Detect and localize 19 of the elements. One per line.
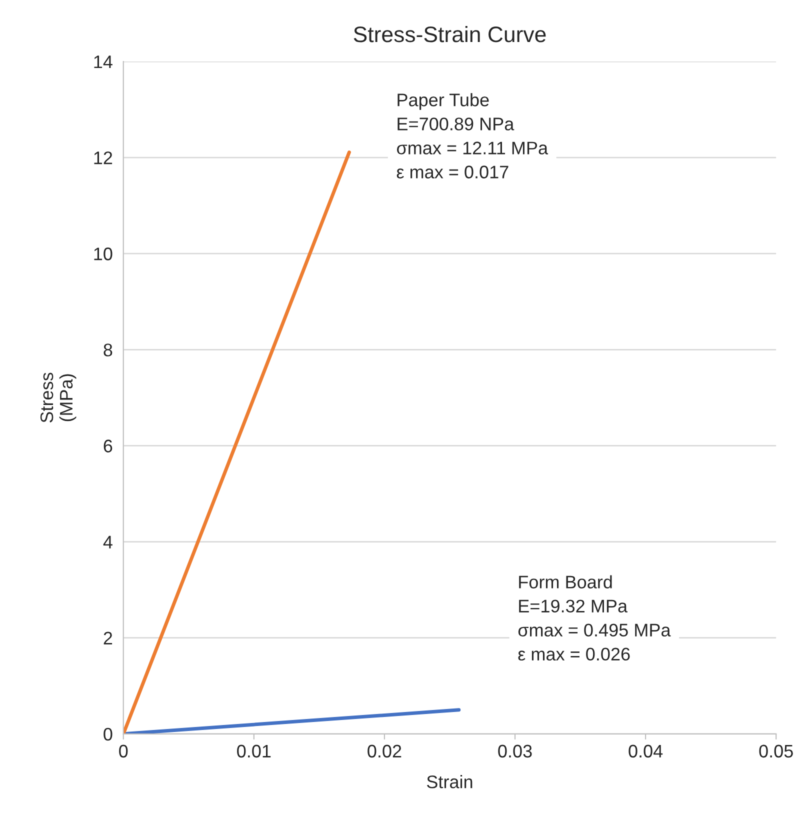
- x-tick-label: 0.01: [237, 744, 271, 758]
- y-tick-label: 8: [104, 344, 112, 356]
- y-tick-label: 14: [94, 56, 112, 68]
- chart-title: Stress-Strain Curve: [354, 26, 546, 42]
- y-tick-label: 10: [94, 248, 112, 260]
- x-tick-label: 0.04: [628, 744, 663, 758]
- y-tick-label: 12: [94, 151, 112, 164]
- y-tick-label: 0: [104, 728, 112, 741]
- y-axis-title: Stress (MPa): [40, 372, 76, 422]
- x-axis-title: Strain: [426, 775, 472, 788]
- annotation: Form Board E=19.32 MPa σmax = 0.495 MPa ε max = 0.026: [518, 575, 671, 661]
- x-tick-label: 0.02: [368, 744, 402, 758]
- y-tick-label: 2: [104, 632, 112, 644]
- x-tick-label: 0.05: [759, 744, 793, 758]
- x-tick-label: 0: [119, 744, 128, 758]
- y-tick-label: 4: [103, 536, 112, 548]
- x-tick-label: 0.03: [498, 744, 532, 758]
- annotation: Paper Tube E=700.89 NPa σmax = 12.11 MPa ε max = 0.017: [396, 93, 548, 178]
- y-tick-label: 6: [104, 440, 112, 452]
